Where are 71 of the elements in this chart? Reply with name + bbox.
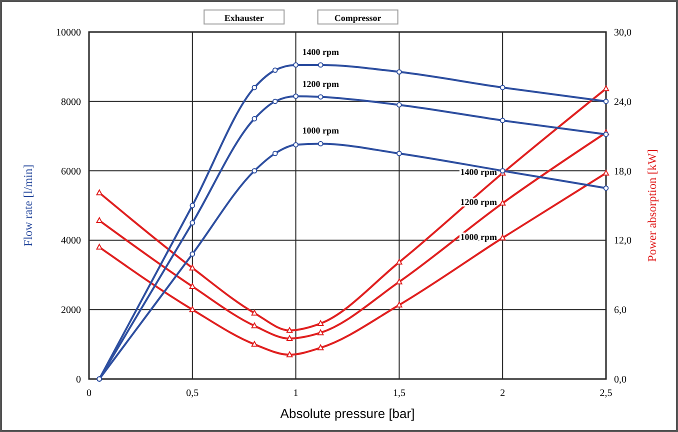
point	[272, 98, 278, 104]
point	[603, 185, 609, 191]
point	[293, 62, 298, 68]
y2-tick-label: 12,0	[614, 236, 632, 247]
point	[500, 200, 506, 206]
y2-tick-label: 0,0	[614, 374, 626, 386]
point	[252, 84, 258, 90]
series-label: 1200 rpm	[302, 78, 340, 89]
x-tick-label: 2	[500, 388, 506, 399]
point	[190, 220, 196, 226]
point	[189, 283, 196, 289]
point	[293, 93, 298, 99]
point	[318, 141, 324, 146]
point	[396, 102, 402, 108]
y-axis-title: Flow rate [l/min]	[21, 164, 35, 246]
x-tick-label: 1	[293, 388, 298, 399]
text: Exhauster	[224, 13, 264, 23]
point	[96, 217, 102, 224]
point	[500, 234, 506, 240]
y2-tick-label: 6,0	[614, 305, 626, 316]
point	[318, 344, 324, 350]
point	[500, 84, 506, 90]
point	[189, 264, 196, 270]
x-tick-label: 2,5	[600, 388, 612, 399]
y-tick-label: 4000	[61, 236, 81, 247]
point	[96, 189, 102, 196]
point	[500, 168, 506, 174]
y2-tick-label: 18,0	[614, 166, 632, 178]
point	[190, 251, 196, 257]
point	[190, 202, 196, 208]
point	[96, 244, 102, 250]
point	[396, 302, 402, 308]
point	[251, 322, 258, 328]
point	[318, 94, 324, 100]
y2-tick-label: 30,0	[614, 28, 632, 38]
point	[272, 67, 278, 73]
y-tick-label: 2000	[61, 305, 81, 316]
point	[603, 132, 609, 138]
point	[189, 306, 196, 312]
point	[286, 351, 293, 358]
point	[396, 150, 402, 156]
y-tick-label: 10000	[56, 28, 81, 38]
x-tick-label: 0,5	[186, 388, 199, 399]
point	[252, 168, 258, 174]
x-tick-label: 0	[86, 388, 92, 399]
point	[286, 327, 293, 333]
y-tick-label: 6000	[61, 166, 81, 178]
point	[396, 278, 402, 284]
point	[318, 62, 324, 68]
series-label: 1000 rpm	[460, 232, 498, 242]
point	[500, 118, 506, 124]
point	[293, 142, 298, 148]
x-axis-title: Absolute pressure [bar]	[280, 406, 415, 421]
point	[396, 258, 402, 265]
text: Compressor	[334, 13, 382, 23]
point	[252, 116, 258, 122]
point	[251, 341, 258, 347]
y2-tick-label: 24,0	[614, 96, 632, 108]
point	[318, 329, 324, 336]
series-label: 1400 rpm	[302, 46, 340, 57]
series-label: 1000 rpm	[302, 126, 340, 136]
point	[251, 310, 258, 316]
x-tick-label: 1,5	[392, 388, 406, 399]
y-tick-label: 8000	[61, 96, 81, 108]
y2-axis-title: Power absorption [kW]	[645, 149, 659, 262]
y-tick-label: 0	[76, 374, 81, 386]
point	[272, 150, 278, 156]
point	[396, 69, 402, 75]
point	[286, 335, 293, 342]
point	[318, 320, 324, 326]
point	[603, 98, 609, 104]
